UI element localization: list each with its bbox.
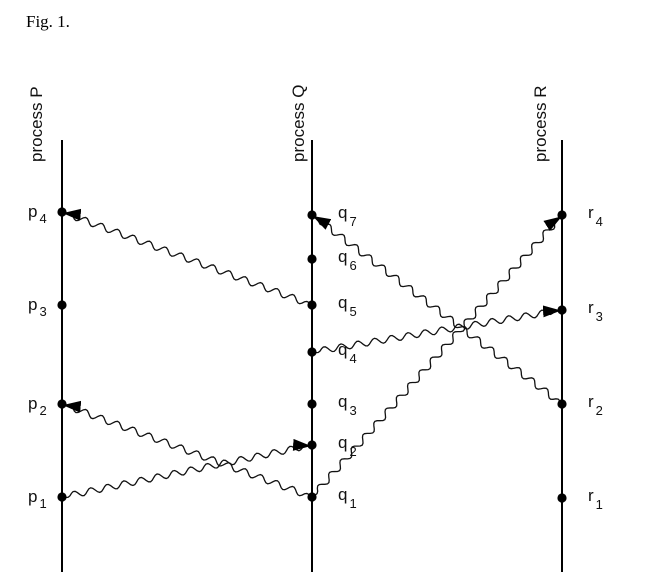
event-dot-p3 xyxy=(57,300,67,310)
event-dot-q2 xyxy=(307,440,317,450)
message-q5-to-p4 xyxy=(62,208,313,306)
event-dot-r4 xyxy=(557,210,567,220)
event-dot-p4 xyxy=(57,207,67,217)
event-dot-p1 xyxy=(57,492,67,502)
figure-caption: Fig. 1. xyxy=(26,12,70,31)
event-dot-r1 xyxy=(557,493,567,503)
event-dot-r2 xyxy=(557,399,567,409)
message-q1-to-r4 xyxy=(311,216,562,498)
event-dot-r3 xyxy=(557,305,567,315)
event-dot-q1 xyxy=(307,492,317,502)
event-dot-q5 xyxy=(307,300,317,310)
event-dot-q3 xyxy=(307,399,317,409)
message-q1-to-p2 xyxy=(62,400,313,498)
process-label-p: process P xyxy=(27,86,46,162)
event-dot-q6 xyxy=(307,254,317,264)
process-label-r: process R xyxy=(531,85,550,162)
message-p1-to-q2 xyxy=(61,438,312,499)
events-layer: p 1 p 2 p 3 p 4 q 1 q 2 q 3 q 4 q 5 q 6 q 7 r 1 r 2 r 3 r 4 xyxy=(28,202,603,512)
event-dot-q4 xyxy=(307,347,317,357)
messages-layer xyxy=(61,208,563,499)
event-dot-q7 xyxy=(307,210,317,220)
event-dot-p2 xyxy=(57,399,67,409)
message-q4-to-r3 xyxy=(311,305,562,354)
process-label-q: process Q xyxy=(289,85,308,162)
message-r2-to-q7 xyxy=(312,215,563,405)
